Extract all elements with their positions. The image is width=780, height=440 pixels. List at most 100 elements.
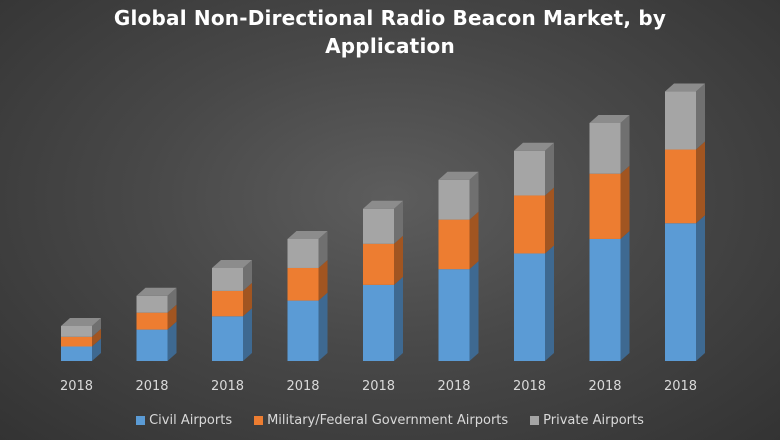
- bar-private-airports-7: [514, 142, 554, 196]
- bar-private-airports-7-top: [514, 142, 554, 151]
- x-tick-label-8: 2018: [588, 379, 621, 394]
- bar-private-airports-3: [212, 259, 252, 291]
- bar-column-4: [287, 230, 328, 361]
- bar-column-6: [438, 171, 479, 361]
- bar-private-airports-1-top: [61, 317, 101, 326]
- bar-civil-airports-1: [61, 338, 101, 361]
- bar-civil-airports-3: [212, 308, 252, 361]
- bar-private-airports-5-top: [363, 200, 403, 209]
- bar-civil-airports-1-side: [92, 338, 101, 361]
- bar-private-airports-6-top: [438, 171, 479, 180]
- bar-private-airports-4-top: [287, 230, 328, 239]
- bar-private-airports-2-top: [136, 287, 177, 296]
- bar-private-airports-2-front: [136, 295, 168, 313]
- legend-label: Private Airports: [543, 413, 644, 428]
- bar-military-federal-government-airports-9: [665, 141, 705, 224]
- x-tick-label-9: 2018: [664, 379, 697, 394]
- bar-private-airports-4-front: [287, 238, 319, 268]
- bar-civil-airports-7-front: [514, 253, 545, 361]
- bar-civil-airports-2-front: [136, 329, 168, 361]
- bar-military-federal-government-airports-7-front: [514, 195, 545, 254]
- legend-item-military-federal-government-airports: Military/Federal Government Airports: [254, 413, 508, 428]
- legend-item-civil-airports: Civil Airports: [136, 413, 232, 428]
- chart-title-line-1: Global Non-Directional Radio Beacon Mark…: [113, 6, 667, 30]
- bar-private-airports-2-side: [167, 287, 177, 313]
- bar-private-airports-1-front: [61, 325, 92, 337]
- bar-column-8: [589, 114, 630, 361]
- bar-column-5: [363, 200, 403, 361]
- x-tick-label-7: 2018: [513, 379, 546, 394]
- chart-plot-area: 2018 2018 2018 2018 2018 2018 2018 2018 2018: [60, 83, 705, 394]
- bar-civil-airports-1-front: [61, 346, 92, 361]
- bar-military-federal-government-airports-5-front: [363, 243, 394, 285]
- bar-private-airports-8-side: [620, 114, 630, 174]
- bar-military-federal-government-airports-6: [438, 211, 479, 270]
- x-tick-label-6: 2018: [437, 379, 470, 394]
- bar-civil-airports-7: [514, 245, 554, 361]
- x-tick-label-1: 2018: [60, 379, 93, 394]
- bar-private-airports-3-top: [212, 259, 252, 268]
- bar-private-airports-6: [438, 171, 479, 220]
- bar-private-airports-1-side: [92, 317, 101, 337]
- bar-civil-airports-5-front: [363, 284, 394, 361]
- bar-private-airports-4: [287, 230, 328, 268]
- bar-military-federal-government-airports-3-front: [212, 290, 243, 317]
- bar-civil-airports-2-side: [167, 321, 177, 361]
- bar-private-airports-9-front: [665, 91, 696, 150]
- legend: Civil Airports Military/Federal Governmen…: [0, 413, 780, 428]
- bar-military-federal-government-airports-6-front: [438, 219, 470, 270]
- bar-civil-airports-9-side: [696, 215, 705, 361]
- bar-private-airports-4-side: [318, 230, 328, 268]
- bar-military-federal-government-airports-8-side: [620, 165, 630, 239]
- bar-military-federal-government-airports-4-front: [287, 267, 319, 301]
- bar-military-federal-government-airports-1: [61, 328, 101, 347]
- bar-private-airports-3-front: [212, 267, 243, 291]
- legend-label: Civil Airports: [149, 413, 233, 428]
- bars-group: [61, 83, 705, 361]
- bar-column-1: [61, 317, 101, 361]
- bar-private-airports-8-front: [589, 122, 621, 174]
- bar-civil-airports-4-front: [287, 300, 319, 361]
- bar-private-airports-6-front: [438, 179, 470, 220]
- bar-civil-airports-4: [287, 292, 328, 361]
- bar-civil-airports-9: [665, 215, 705, 361]
- bar-civil-airports-5-side: [394, 276, 403, 361]
- x-tick-label-5: 2018: [362, 379, 395, 394]
- bar-private-airports-5-side: [394, 200, 403, 244]
- bar-civil-airports-3-front: [212, 316, 243, 361]
- legend-swatch: [530, 416, 540, 425]
- x-axis-ticks: 2018 2018 2018 2018 2018 2018 2018 2018 2018: [60, 379, 697, 394]
- bar-private-airports-3-side: [243, 259, 252, 291]
- bar-military-federal-government-airports-4: [287, 259, 328, 301]
- x-tick-label-4: 2018: [286, 379, 319, 394]
- bar-private-airports-8-top: [589, 114, 630, 123]
- bar-private-airports-7-front: [514, 150, 545, 196]
- bar-military-federal-government-airports-7: [514, 187, 554, 254]
- bar-civil-airports-6: [438, 261, 479, 361]
- bar-military-federal-government-airports-2: [136, 304, 177, 330]
- bar-private-airports-2: [136, 287, 177, 313]
- bar-civil-airports-3-side: [243, 308, 252, 361]
- bar-column-2: [136, 287, 177, 361]
- bar-civil-airports-7-side: [545, 245, 554, 361]
- bar-column-7: [514, 142, 554, 361]
- bar-civil-airports-6-front: [438, 269, 470, 361]
- bar-civil-airports-8-side: [620, 230, 630, 361]
- bar-military-federal-government-airports-2-side: [167, 304, 177, 330]
- bar-military-federal-government-airports-9-front: [665, 149, 696, 224]
- bar-private-airports-7-side: [545, 142, 554, 196]
- bar-column-9: [665, 83, 705, 361]
- legend-item-private-airports: Private Airports: [530, 413, 644, 428]
- bar-military-federal-government-airports-3-side: [243, 282, 252, 317]
- bar-private-airports-9-top: [665, 83, 705, 92]
- legend-label: Military/Federal Government Airports: [267, 413, 509, 428]
- bar-civil-airports-4-side: [318, 292, 328, 361]
- legend-swatch: [254, 416, 264, 425]
- chart-title-line-2: Application: [325, 34, 455, 58]
- bar-military-federal-government-airports-1-side: [92, 328, 101, 347]
- bar-military-federal-government-airports-2-front: [136, 312, 168, 330]
- bar-military-federal-government-airports-5-side: [394, 235, 403, 285]
- bar-private-airports-5: [363, 200, 403, 244]
- bar-private-airports-6-side: [469, 171, 479, 220]
- bar-column-3: [212, 259, 252, 361]
